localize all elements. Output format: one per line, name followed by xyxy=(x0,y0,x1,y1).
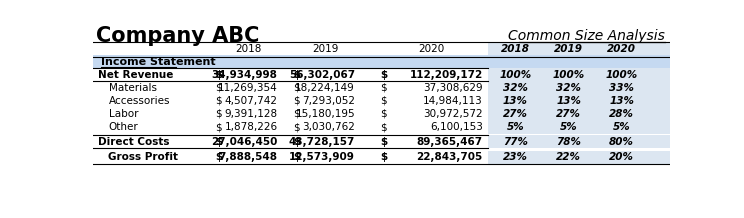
Text: $: $ xyxy=(293,109,300,119)
Text: $: $ xyxy=(379,137,387,147)
Bar xyxy=(488,121,670,134)
Text: 13%: 13% xyxy=(503,96,527,106)
Bar xyxy=(488,81,670,94)
Text: $: $ xyxy=(293,96,300,106)
Text: 5%: 5% xyxy=(560,122,577,132)
Text: 5%: 5% xyxy=(613,122,630,132)
Text: 33%: 33% xyxy=(609,83,634,93)
Text: 27%: 27% xyxy=(503,109,527,119)
Text: 100%: 100% xyxy=(606,70,638,80)
Text: 5%: 5% xyxy=(507,122,525,132)
Text: Common Size Analysis: Common Size Analysis xyxy=(508,29,665,43)
Text: $: $ xyxy=(379,96,386,106)
Text: $: $ xyxy=(216,137,222,147)
Text: 4,507,742: 4,507,742 xyxy=(225,96,278,106)
Text: 7,888,548: 7,888,548 xyxy=(219,152,278,162)
Text: 2019: 2019 xyxy=(312,44,339,54)
Text: 30,972,572: 30,972,572 xyxy=(423,109,483,119)
Text: Direct Costs: Direct Costs xyxy=(97,137,169,147)
Text: 100%: 100% xyxy=(499,70,531,80)
Text: Accessories: Accessories xyxy=(109,96,170,106)
Text: $: $ xyxy=(379,122,386,132)
Text: 2019: 2019 xyxy=(554,44,583,54)
Text: 15,180,195: 15,180,195 xyxy=(295,109,355,119)
Text: 13%: 13% xyxy=(609,96,634,106)
Text: Other: Other xyxy=(109,122,138,132)
Text: 27%: 27% xyxy=(557,109,581,119)
Text: $: $ xyxy=(216,83,222,93)
Text: Gross Profit: Gross Profit xyxy=(109,152,179,162)
Text: 2020: 2020 xyxy=(607,44,636,54)
Text: 1,878,226: 1,878,226 xyxy=(225,122,278,132)
Text: $: $ xyxy=(379,152,387,162)
Text: 20%: 20% xyxy=(609,152,634,162)
Bar xyxy=(488,55,670,68)
Text: 32%: 32% xyxy=(503,83,527,93)
Text: 27,046,450: 27,046,450 xyxy=(211,137,278,147)
Text: 2018: 2018 xyxy=(235,44,261,54)
Text: Net Revenue: Net Revenue xyxy=(97,70,173,80)
Text: 12,573,909: 12,573,909 xyxy=(289,152,355,162)
Bar xyxy=(93,55,488,68)
Text: $: $ xyxy=(293,83,300,93)
Text: 2018: 2018 xyxy=(501,44,530,54)
Text: Income Statement: Income Statement xyxy=(100,57,215,66)
Text: 13%: 13% xyxy=(557,96,581,106)
Text: Labor: Labor xyxy=(109,109,138,119)
Text: 7,293,052: 7,293,052 xyxy=(302,96,355,106)
Text: $: $ xyxy=(379,83,386,93)
Text: 112,209,172: 112,209,172 xyxy=(410,70,483,80)
Bar xyxy=(488,42,670,57)
Bar xyxy=(488,135,670,148)
Text: 11,269,354: 11,269,354 xyxy=(218,83,278,93)
Bar xyxy=(488,150,670,164)
Text: 18,224,149: 18,224,149 xyxy=(295,83,355,93)
Text: 56,302,067: 56,302,067 xyxy=(289,70,355,80)
Text: $: $ xyxy=(216,109,222,119)
Text: 2020: 2020 xyxy=(419,44,445,54)
Text: $: $ xyxy=(216,70,222,80)
Text: 28%: 28% xyxy=(609,109,634,119)
Text: $: $ xyxy=(216,96,222,106)
Text: 22,843,705: 22,843,705 xyxy=(417,152,483,162)
Bar xyxy=(488,107,670,121)
Text: 37,308,629: 37,308,629 xyxy=(423,83,483,93)
Text: 43,728,157: 43,728,157 xyxy=(289,137,355,147)
Text: $: $ xyxy=(293,122,300,132)
Bar xyxy=(488,94,670,107)
Text: 9,391,128: 9,391,128 xyxy=(225,109,278,119)
Text: 77%: 77% xyxy=(503,137,527,147)
Text: 80%: 80% xyxy=(609,137,634,147)
Text: 23%: 23% xyxy=(503,152,527,162)
Text: $: $ xyxy=(216,152,222,162)
Text: 6,100,153: 6,100,153 xyxy=(430,122,483,132)
Text: Company ABC: Company ABC xyxy=(96,26,260,46)
Text: 22%: 22% xyxy=(557,152,581,162)
Text: 14,984,113: 14,984,113 xyxy=(423,96,483,106)
Text: 100%: 100% xyxy=(553,70,585,80)
Text: $: $ xyxy=(293,70,300,80)
Text: $: $ xyxy=(293,152,300,162)
Bar xyxy=(488,68,670,81)
Text: $: $ xyxy=(379,70,387,80)
Text: $: $ xyxy=(293,137,300,147)
Text: 34,934,998: 34,934,998 xyxy=(211,70,278,80)
Text: 89,365,467: 89,365,467 xyxy=(417,137,483,147)
Text: 32%: 32% xyxy=(557,83,581,93)
Text: $: $ xyxy=(379,109,386,119)
Text: Materials: Materials xyxy=(109,83,156,93)
Text: 78%: 78% xyxy=(557,137,581,147)
Text: 3,030,762: 3,030,762 xyxy=(302,122,355,132)
Text: $: $ xyxy=(216,122,222,132)
